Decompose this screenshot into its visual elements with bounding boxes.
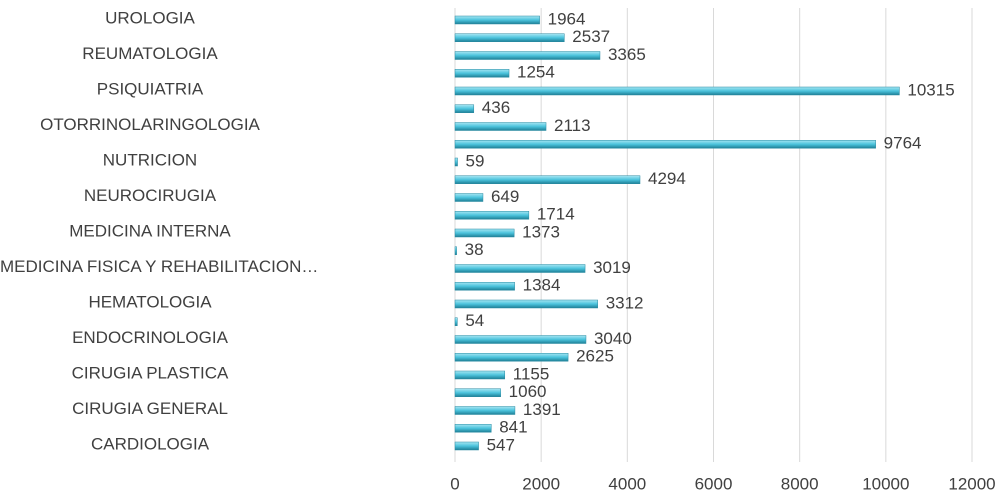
bar: [454, 157, 458, 167]
value-label: 2625: [576, 347, 614, 366]
value-label: 3365: [608, 45, 646, 64]
bar: [454, 175, 641, 184]
bar: [454, 33, 565, 42]
bar: [454, 317, 458, 326]
value-label: 436: [482, 98, 510, 117]
value-label: 38: [465, 240, 484, 259]
bar: [454, 264, 586, 273]
value-label: 1384: [523, 276, 561, 295]
value-label: 1714: [537, 205, 575, 224]
bar: [454, 282, 515, 291]
value-label: 841: [499, 418, 527, 437]
value-label: 547: [487, 435, 515, 454]
y-tick-label: NEUROCIRUGIA: [84, 186, 217, 205]
value-label: 1391: [523, 400, 561, 419]
y-tick-label: UROLOGIA: [105, 8, 195, 27]
bar: [454, 193, 484, 202]
x-tick-label: 4000: [608, 474, 646, 493]
x-tick-label: 12000: [948, 474, 995, 493]
value-label: 9764: [884, 134, 922, 153]
x-tick-label: 0: [450, 474, 459, 493]
bar: [454, 51, 601, 60]
y-tick-label: PSIQUIATRIA: [97, 79, 204, 98]
value-label: 54: [465, 311, 484, 330]
value-label: 3040: [594, 329, 632, 348]
bar: [454, 140, 876, 149]
y-tick-label: CIRUGIA GENERAL: [72, 399, 228, 418]
y-tick-label: REUMATOLOGIA: [82, 44, 218, 63]
value-label: 59: [466, 151, 485, 170]
y-tick-label: ENDOCRINOLOGIA: [72, 328, 229, 347]
value-label: 10315: [907, 80, 954, 99]
y-tick-label: MEDICINA FISICA Y REHABILITACION…: [0, 257, 318, 276]
bar: [454, 406, 516, 415]
y-tick-label: CARDIOLOGIA: [91, 434, 210, 453]
x-tick-label: 8000: [781, 474, 819, 493]
bar: [454, 388, 501, 397]
bar: [454, 86, 900, 96]
bar: [454, 299, 598, 309]
bar: [454, 104, 475, 113]
value-label: 1964: [548, 9, 586, 28]
bar: [454, 246, 457, 255]
y-tick-label: NUTRICION: [103, 150, 197, 169]
bar: [454, 15, 540, 25]
value-label: 1254: [517, 63, 555, 82]
bar: [454, 69, 510, 78]
value-label: 1155: [513, 364, 550, 383]
x-tick-label: 6000: [695, 474, 733, 493]
bar: [454, 122, 547, 131]
y-tick-label: HEMATOLOGIA: [88, 292, 212, 311]
x-tick-label: 2000: [522, 474, 560, 493]
x-tick-label: 10000: [862, 474, 909, 493]
value-label: 2537: [572, 27, 610, 46]
value-label: 1060: [509, 382, 547, 401]
bar: [454, 211, 530, 220]
bar: [454, 228, 515, 238]
value-label: 3312: [606, 293, 644, 312]
bar: [454, 353, 569, 362]
value-label: 1373: [522, 222, 560, 241]
bar: [454, 424, 492, 433]
bar: [454, 441, 479, 451]
value-label: 2113: [554, 116, 591, 135]
value-label: 3019: [593, 258, 631, 277]
value-label: 4294: [648, 169, 686, 188]
bar: [454, 370, 506, 380]
y-tick-label: OTORRINOLARINGOLOGIA: [40, 115, 260, 134]
bar: [454, 335, 587, 344]
y-tick-label: MEDICINA INTERNA: [69, 221, 231, 240]
value-label: 649: [491, 187, 519, 206]
y-tick-label: CIRUGIA PLASTICA: [72, 363, 229, 382]
